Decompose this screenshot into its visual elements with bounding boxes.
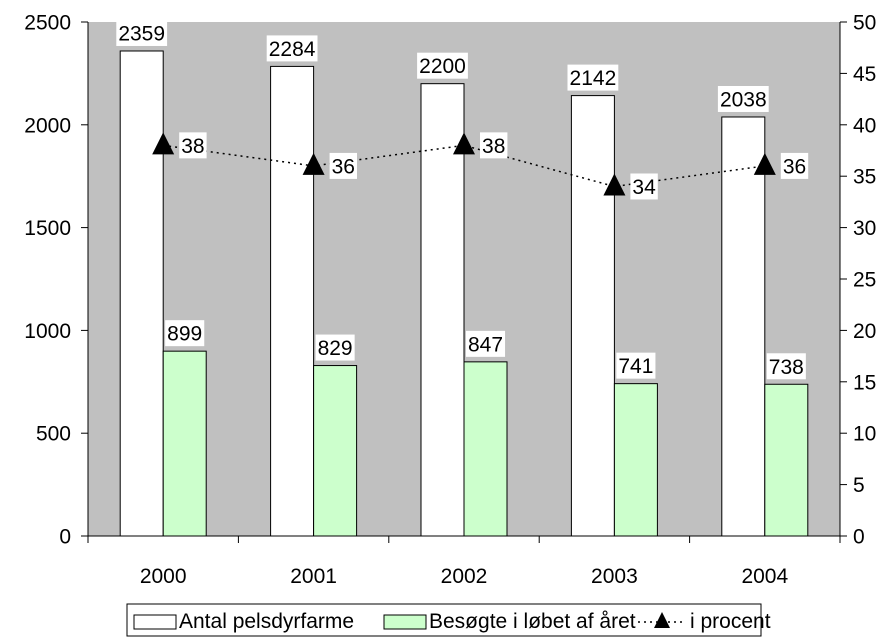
bar-visited-2003 bbox=[613, 383, 658, 537]
bar-farms-2002 bbox=[420, 83, 465, 537]
bar-visited-2000 bbox=[162, 350, 207, 537]
data-label-percent-2003: 34 bbox=[632, 176, 656, 199]
y-right-tick-label: 40 bbox=[853, 114, 876, 137]
y-left-tick-label: 0 bbox=[59, 526, 71, 549]
bar-farms-2000 bbox=[119, 50, 164, 537]
y-right-tick-label: 30 bbox=[853, 217, 876, 240]
data-label-percent-2000: 38 bbox=[181, 135, 204, 158]
data-label-farms-2001: 2284 bbox=[269, 38, 316, 61]
y-right-tick-label: 5 bbox=[853, 474, 865, 497]
data-label-visited-2001-bg bbox=[315, 334, 355, 361]
data-label-visited-2004: 738 bbox=[769, 356, 804, 379]
data-label-visited-2001: 829 bbox=[318, 337, 353, 360]
bar-visited-2004 bbox=[764, 383, 809, 537]
legend-box bbox=[126, 603, 762, 637]
data-label-percent-2002-bg bbox=[480, 132, 508, 159]
legend: Antal pelsdyrfarme Besøgte i løbet af åre… bbox=[126, 603, 771, 637]
y-right-tick-label: 15 bbox=[853, 371, 876, 394]
data-label-percent-2004: 36 bbox=[783, 155, 806, 178]
data-label-percent-2004-bg bbox=[780, 152, 809, 179]
y-right-tick-label: 45 bbox=[853, 63, 876, 86]
legend-swatch-farms bbox=[133, 614, 177, 630]
y-right-tick-label: 35 bbox=[853, 166, 876, 189]
data-label-visited-2004-bg bbox=[766, 353, 806, 380]
legend-swatch-visited bbox=[383, 614, 427, 630]
bar-farms-2001 bbox=[270, 65, 315, 537]
bar-visited-2001 bbox=[313, 365, 358, 537]
y-right-tick-label: 0 bbox=[853, 526, 865, 549]
data-label-farms-2002-bg bbox=[417, 52, 468, 79]
data-label-visited-2002-bg bbox=[465, 330, 506, 357]
data-label-farms-2000-bg bbox=[116, 19, 168, 46]
data-label-farms-2004: 2038 bbox=[720, 88, 767, 111]
legend-label-farms: Antal pelsdyrfarme bbox=[179, 610, 354, 633]
x-tick-label-2000: 2000 bbox=[140, 565, 187, 588]
data-label-percent-2003-bg bbox=[630, 173, 658, 200]
data-label-farms-2003: 2142 bbox=[570, 67, 617, 90]
data-label-visited-2003: 741 bbox=[618, 355, 653, 378]
x-tick-label-2004: 2004 bbox=[741, 565, 788, 588]
x-tick-label-2001: 2001 bbox=[290, 565, 337, 588]
bar-farms-2004 bbox=[721, 116, 766, 537]
data-label-farms-2004-bg bbox=[717, 85, 769, 112]
y-left-tick-label: 500 bbox=[36, 423, 71, 446]
y-left-tick-label: 2500 bbox=[24, 12, 71, 35]
bar-visited-2002 bbox=[463, 361, 508, 537]
y-left-tick-label: 1000 bbox=[24, 320, 71, 343]
marker-percent-2000 bbox=[152, 132, 175, 155]
data-label-visited-2000-bg bbox=[165, 320, 205, 347]
data-label-farms-2003-bg bbox=[567, 64, 619, 91]
data-label-farms-2000: 2359 bbox=[118, 22, 165, 45]
y-right-tick-label: 25 bbox=[853, 269, 876, 292]
data-label-farms-2001-bg bbox=[266, 35, 318, 62]
data-label-percent-2001-bg bbox=[329, 152, 357, 179]
legend-label-percent: i procent bbox=[690, 610, 771, 633]
legend-marker-percent bbox=[654, 612, 670, 628]
marker-percent-2004 bbox=[753, 152, 776, 175]
x-tick-label-2003: 2003 bbox=[591, 565, 638, 588]
x-tick-label-2002: 2002 bbox=[441, 565, 488, 588]
legend-label-visited: Besøgte i løbet af året bbox=[429, 610, 636, 633]
data-label-visited-2003-bg bbox=[616, 352, 656, 379]
y-left-tick-label: 2000 bbox=[24, 114, 71, 137]
marker-percent-2003 bbox=[603, 173, 626, 196]
y-left-tick-label: 1500 bbox=[24, 217, 71, 240]
y-right-tick-label: 20 bbox=[853, 320, 876, 343]
data-label-visited-2000: 899 bbox=[167, 323, 202, 346]
data-label-farms-2002: 2200 bbox=[419, 55, 466, 78]
data-label-percent-2001: 36 bbox=[332, 155, 355, 178]
line-percent bbox=[163, 144, 765, 188]
bar-farms-2003 bbox=[570, 95, 615, 537]
y-right-tick-label: 50 bbox=[853, 12, 876, 35]
marker-percent-2001 bbox=[302, 152, 325, 175]
y-right-tick-label: 10 bbox=[853, 423, 876, 446]
marker-percent-2002 bbox=[453, 132, 475, 155]
data-label-percent-2000-bg bbox=[179, 132, 207, 159]
data-label-percent-2002: 38 bbox=[482, 135, 505, 158]
data-label-visited-2002: 847 bbox=[468, 333, 503, 356]
